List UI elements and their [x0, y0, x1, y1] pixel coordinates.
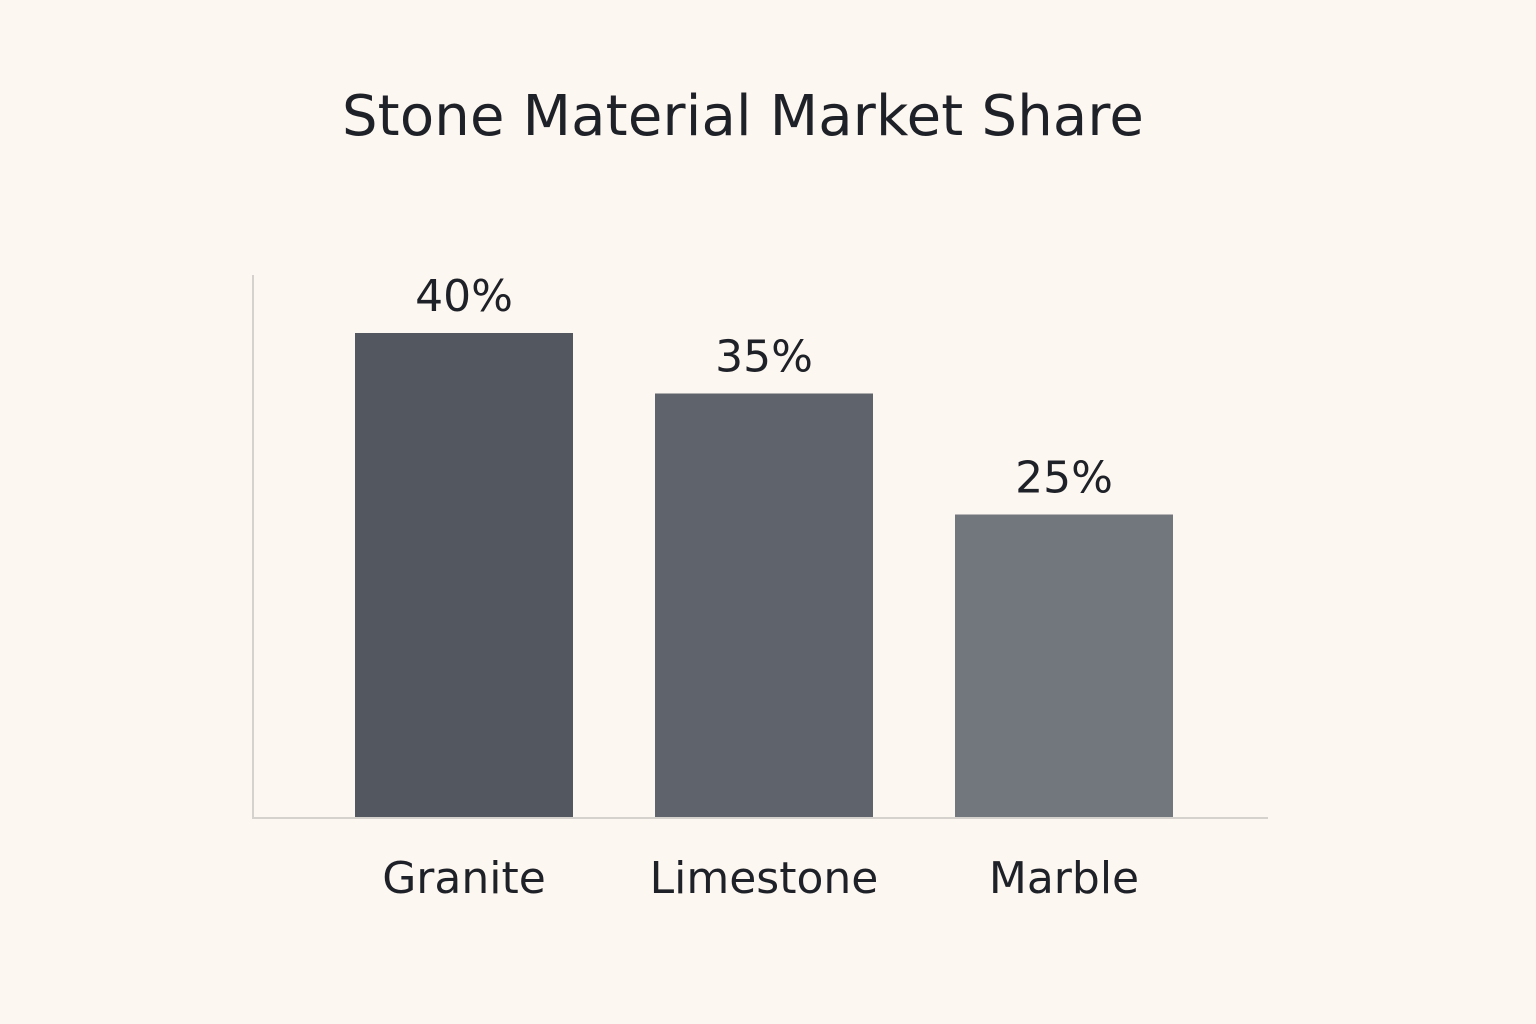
category-label-limestone: Limestone [650, 853, 879, 904]
bar-marble [955, 514, 1173, 817]
chart-title: Stone Material Market Share [341, 84, 1145, 149]
value-label-granite: 40% [415, 271, 513, 322]
value-label-limestone: 35% [715, 332, 813, 383]
value-label-marble: 25% [1015, 453, 1113, 504]
category-label-granite: Granite [382, 853, 546, 904]
category-label-marble: Marble [989, 853, 1139, 904]
bar-granite [355, 333, 573, 817]
bar-limestone [655, 393, 873, 817]
